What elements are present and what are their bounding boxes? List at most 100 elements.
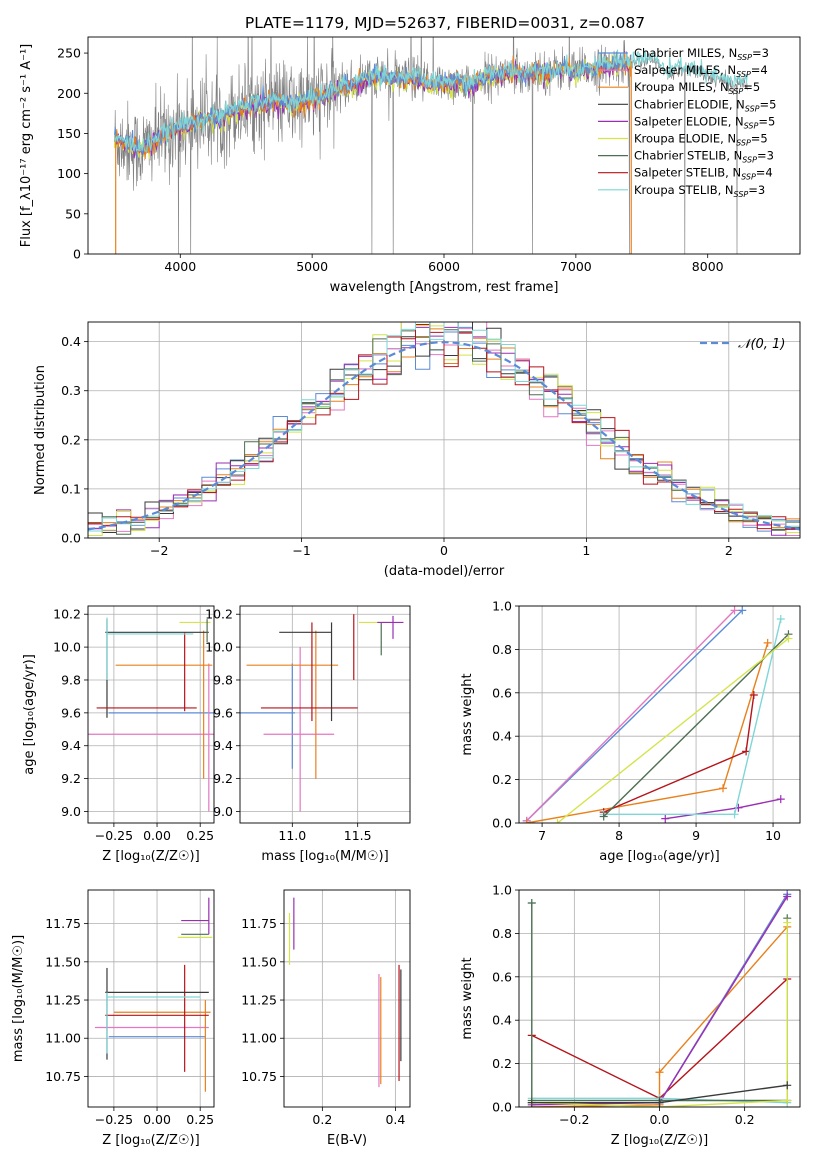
series-line-salpeter_elodie: [665, 798, 781, 820]
y-tick-label: 0.4: [61, 334, 81, 349]
x-tick-label: 8: [615, 828, 623, 843]
x-axis-label: Z [log₁₀(Z/Z☉)]: [611, 1133, 708, 1148]
y-tick-label: 11.00: [45, 1031, 81, 1046]
legend-label-suffix: =3: [752, 46, 769, 60]
x-tick-label: 11.5: [344, 828, 372, 843]
y-tick-label: 0.0: [492, 816, 512, 831]
x-tick-label: −0.2: [559, 1112, 589, 1127]
legend-label-main: Salpeter ELODIE, N: [634, 114, 744, 128]
y-axis-label: age [log₁₀(age/yr)]: [22, 654, 37, 775]
model-kroupa_stelib: [113, 49, 748, 153]
grid: [88, 890, 214, 1107]
x-tick-label: 0.00: [143, 1112, 171, 1127]
axes-frame: [87, 36, 801, 255]
plot-area: [288, 897, 402, 1088]
y-tick-label: 0.0: [492, 1100, 512, 1115]
y-tick-label: 9.6: [61, 705, 81, 720]
legend-label: Kroupa MILES, NSSP=5: [634, 80, 760, 96]
y-tick-label: 11.25: [241, 993, 277, 1008]
series-line-kroupa_elodie: [531, 922, 788, 1107]
y-tick-label: 9.0: [61, 804, 81, 819]
y-tick-label: 0.8: [492, 642, 512, 657]
legend-label-sub: SSP: [736, 139, 751, 148]
x-axis-label: (data-model)/error: [384, 564, 505, 579]
legend-label: Salpeter MILES, NSSP=4: [634, 63, 768, 79]
grid: [284, 890, 410, 1107]
plot-area: [94, 897, 213, 1092]
plot-area: [88, 617, 214, 812]
y-tick-label: 9.2: [213, 771, 233, 786]
x-tick-label: 0.25: [186, 828, 214, 843]
y-tick-label: 1.0: [492, 883, 512, 898]
legend-label-sub: SSP: [744, 121, 759, 130]
x-tick-label: 6000: [428, 259, 460, 274]
legend-label-suffix: =3: [757, 149, 774, 163]
y-tick-label: 0.6: [492, 685, 512, 700]
y-tick-label: 9.4: [213, 738, 233, 753]
x-tick-label: 11.0: [278, 828, 306, 843]
x-tick-label: 0.25: [186, 1112, 214, 1127]
plot-area: [240, 614, 404, 812]
y-tick-label: 11.50: [241, 954, 277, 969]
x-tick-label: −0.25: [95, 1112, 133, 1127]
series-marker: [783, 892, 792, 901]
legend-label: Chabrier ELODIE, NSSP=5: [634, 97, 776, 113]
panel-mass_vs_EBV: 0.2 0.4 10.75 11.00 11.25 11.50 11.75 E(B-V): [241, 889, 411, 1148]
y-tick-label: 0.6: [492, 969, 512, 984]
axes-frame: [239, 605, 411, 824]
y-tick-label: 9.0: [213, 804, 233, 819]
panel-age_vs_mass: 11.0 11.5 9.0 9.2 9.4 9.6 9.8 10.0 10.2 mass [log…: [205, 605, 411, 864]
legend-label: 𝒩(0, 1): [738, 337, 785, 352]
y-tick-label: 9.2: [61, 771, 81, 786]
x-tick-label: 2: [725, 543, 733, 558]
x-tick-label: 0.2: [312, 1112, 332, 1127]
x-tick-label: 8000: [692, 259, 724, 274]
grid: [519, 889, 800, 1108]
figure-title: PLATE=1179, MJD=52637, FIBERID=0031, z=0…: [245, 14, 645, 32]
series-line-kroupa_miles: [526, 642, 769, 823]
y-tick-label: 11.25: [45, 993, 81, 1008]
series-marker: [784, 634, 793, 643]
legend-label-suffix: =4: [751, 63, 768, 77]
y-tick-label: 250: [57, 46, 81, 61]
legend-label-sub: SSP: [741, 173, 756, 182]
axes-frame: [87, 605, 215, 824]
y-tick-label: 1.0: [492, 599, 512, 614]
y-tick-label: 9.8: [61, 672, 81, 687]
series-marker: [527, 899, 536, 908]
legend-label-main: Kroupa MILES, N: [634, 80, 729, 94]
x-tick-label: 1: [582, 543, 590, 558]
panel-mass_vs_Z: −0.25 0.00 0.25 10.75 11.00 11.25 11.50 11.75 Z …: [11, 889, 215, 1148]
x-tick-label: 9: [692, 828, 700, 843]
y-tick-label: 9.8: [213, 672, 233, 687]
legend-label-main: Kroupa ELODIE, N: [634, 132, 736, 146]
y-axis-label: mass weight: [460, 673, 475, 755]
legend-label: Chabrier STELIB, NSSP=3: [634, 149, 774, 165]
y-tick-label: 0.2: [492, 1056, 512, 1071]
panel-massweight_vs_age: 7 8 9 10 0.0 0.2 0.4 0.6 0.8 1.0 age [log₁₀(age/yr…: [460, 599, 801, 864]
panel-massweight_vs_Z: −0.2 0.0 0.2 0.0 0.2 0.4 0.6 0.8 1.0 Z [log₁₀(Z/Z…: [460, 883, 801, 1148]
y-tick-label: 11.75: [241, 916, 277, 931]
legend-label-suffix: =5: [743, 80, 760, 94]
axes-frame: [518, 605, 801, 824]
y-tick-label: 0.3: [61, 383, 81, 398]
legend-label-sub: SSP: [742, 156, 757, 165]
y-tick-label: 0.4: [492, 729, 512, 744]
series-marker: [522, 819, 531, 823]
x-tick-label: 0.00: [143, 828, 171, 843]
y-tick-label: 200: [57, 86, 81, 101]
panel-age_vs_Z: −0.25 0.00 0.25 9.0 9.2 9.4 9.6 9.8 10.0 10.2 Z [l…: [22, 605, 215, 864]
y-tick-label: 100: [57, 166, 81, 181]
series-marker: [655, 1098, 664, 1107]
plot-area: [88, 322, 800, 536]
legend-label-sub: SSP: [737, 53, 752, 62]
series-marker: [730, 606, 739, 615]
series-marker: [749, 690, 758, 699]
series-line-kroupa_elodie: [557, 637, 789, 823]
y-tick-label: 0.2: [492, 772, 512, 787]
series-marker: [719, 784, 728, 793]
axes-frame: [87, 321, 801, 539]
x-axis-label: E(B-V): [327, 1133, 367, 1148]
y-tick-label: 11.50: [45, 954, 81, 969]
y-tick-label: 10.0: [53, 640, 81, 655]
